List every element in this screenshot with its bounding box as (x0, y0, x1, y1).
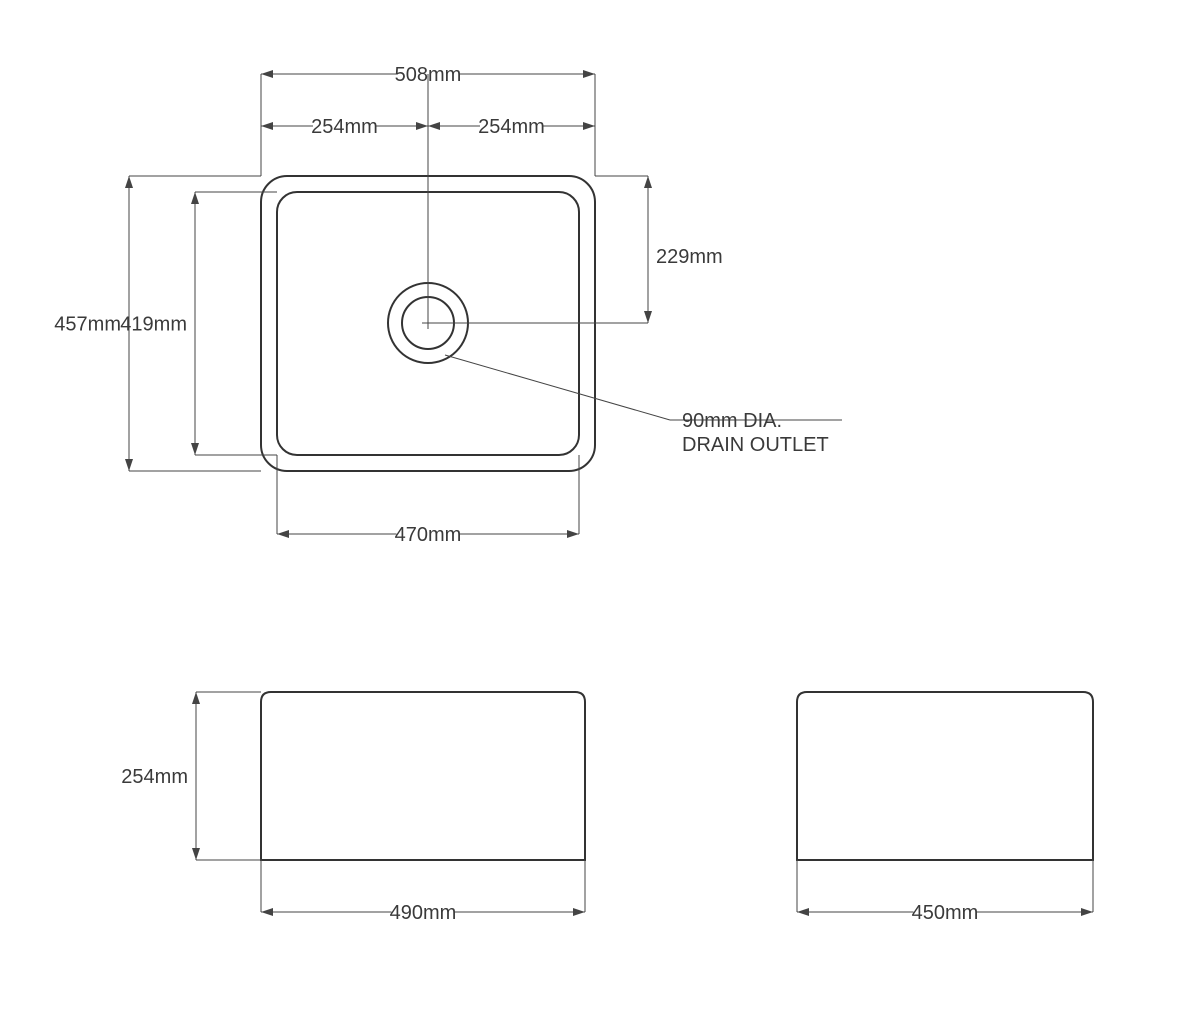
drain-callout-line1: 90mm DIA. (682, 410, 782, 432)
dims.h_inner.label: 419mm (120, 314, 187, 336)
drain-callout-line2: DRAIN OUTLET (682, 434, 829, 456)
dims.h_drain.label: 229mm (656, 246, 723, 268)
front-rect (261, 692, 585, 860)
side-rect (797, 692, 1093, 860)
dims.w_inner.label: 470mm (395, 524, 462, 546)
dims.w_half_r.label: 254mm (478, 116, 545, 138)
dims.w_half_l.label: 254mm (311, 116, 378, 138)
side_view.dim_w.label: 450mm (912, 902, 979, 924)
dimension-drawing: 508mm254mm254mm470mm457mm419mm229mm90mm … (0, 0, 1200, 1024)
front_view.dim_w.label: 490mm (390, 902, 457, 924)
front_view.dim_h.label: 254mm (121, 766, 188, 788)
dims.h_total.label: 457mm (54, 314, 121, 336)
